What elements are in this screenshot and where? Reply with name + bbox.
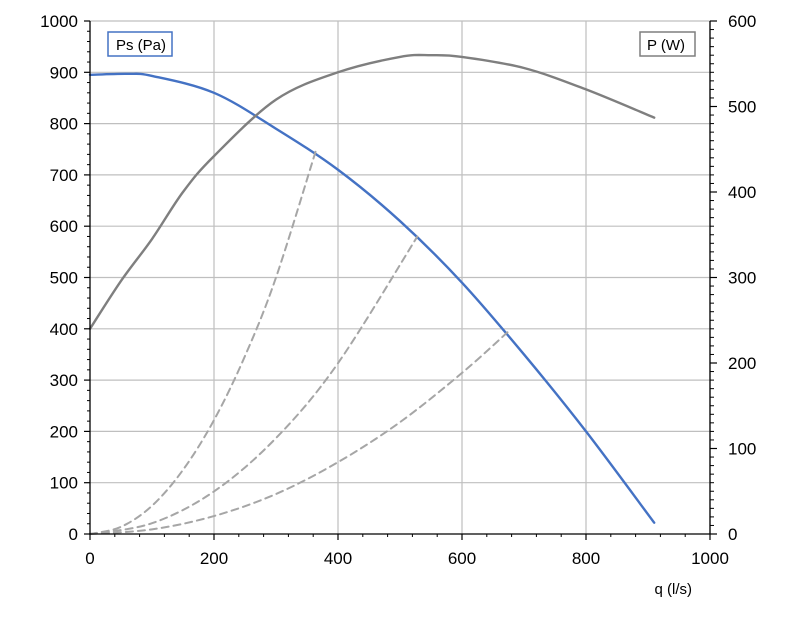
y-left-tick-label: 800 [50, 115, 78, 134]
y-right-tick-label: 200 [728, 354, 756, 373]
y-left-tick-label: 300 [50, 371, 78, 390]
tick-labels: 0 100 200 300 400 500 600 700 800 900 1000 0 100 200 3… [40, 12, 756, 568]
x-tick-label: 600 [448, 549, 476, 568]
legend-power-label: P (W) [647, 37, 685, 54]
legend-power-box [639, 31, 696, 57]
y-right-tick-label: 400 [728, 183, 756, 202]
y-right-tick-label: 0 [728, 525, 737, 544]
series-system-curve-4 [89, 330, 510, 535]
legend-ps-box [107, 31, 173, 57]
y-right-tick-label: 500 [728, 98, 756, 117]
series-layer [88, 53, 656, 535]
y-left-tick-label: 900 [50, 63, 78, 82]
series-power-line [88, 53, 656, 330]
y-left-tick-label: 100 [50, 474, 78, 493]
x-tick-label: 1000 [691, 549, 729, 568]
legend-ps-label: Ps (Pa) [116, 37, 166, 54]
series-static-pressure-line [88, 72, 656, 524]
y-left-tick-label: 700 [50, 166, 78, 185]
series-system-curve-3 [89, 235, 419, 535]
x-tick-label: 800 [572, 549, 600, 568]
y-left-tick-label: 500 [50, 269, 78, 288]
x-tick-label: 0 [85, 549, 94, 568]
y-left-tick-label: 200 [50, 422, 78, 441]
axes [84, 20, 717, 540]
legend-ps: Ps (Pa) [107, 31, 173, 57]
y-left-tick-label: 600 [50, 217, 78, 236]
y-left-tick-label: 0 [69, 525, 78, 544]
y-left-tick-label: 1000 [40, 12, 78, 31]
y-right-tick-label: 300 [728, 269, 756, 288]
y-left-tick-label: 400 [50, 320, 78, 339]
x-tick-label: 400 [324, 549, 352, 568]
x-tick-label: 200 [200, 549, 228, 568]
y-right-tick-label: 600 [728, 12, 756, 31]
x-axis-title: q (l/s) [655, 581, 693, 598]
series-system-curve-2 [89, 148, 318, 535]
y-right-tick-label: 100 [728, 440, 756, 459]
legend-power: P (W) [639, 31, 696, 57]
